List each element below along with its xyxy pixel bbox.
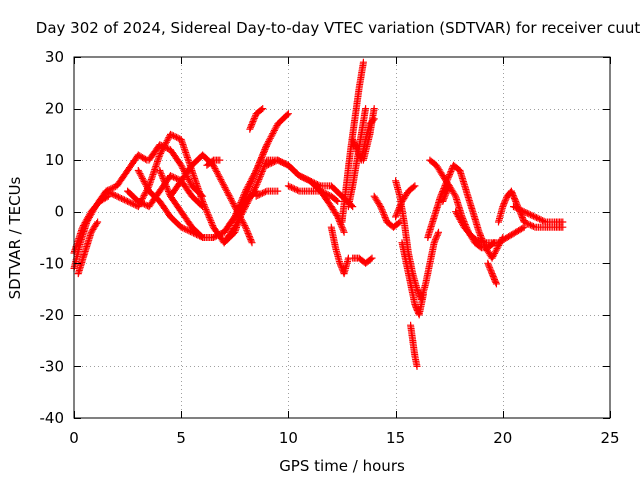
plot-frame xyxy=(73,56,611,419)
series-arc-13 xyxy=(252,187,282,200)
chart-title: Day 302 of 2024, Sidereal Day-to-day VTE… xyxy=(36,19,640,37)
series-arc-28 xyxy=(426,156,453,190)
x-axis-title: GPS time / hours xyxy=(279,457,405,475)
series-arc-32 xyxy=(495,187,567,231)
grid-lines xyxy=(74,57,610,418)
x-tick-label: 0 xyxy=(69,429,79,447)
y-axis-title: SDTVAR / TECUs xyxy=(6,176,24,299)
x-tick-label: 15 xyxy=(386,429,405,447)
series-arc-23 xyxy=(392,177,442,303)
series-arc-21 xyxy=(359,105,378,164)
series-arc-03 xyxy=(74,218,102,278)
series-arc-15 xyxy=(284,182,342,205)
series-arc-24 xyxy=(398,239,427,319)
x-tick-label: 20 xyxy=(493,429,512,447)
x-tick-label: 5 xyxy=(176,429,186,447)
y-tick-label: 0 xyxy=(54,203,64,221)
data-points xyxy=(70,58,567,370)
y-tick-labels: -40 -30 -20 -10 0 10 20 30 xyxy=(40,48,65,427)
series-arc-27 xyxy=(424,161,507,262)
x-tick-label: 10 xyxy=(279,429,298,447)
series-arc-08 xyxy=(156,141,271,241)
series-arc-16 xyxy=(327,223,352,278)
series-arc-33 xyxy=(510,203,567,226)
series-arc-22 xyxy=(370,192,404,231)
series-arc-17 xyxy=(338,58,367,226)
x-tick-labels: 0 5 10 15 20 25 xyxy=(69,429,619,447)
series-arc-02 xyxy=(70,192,112,257)
series-arc-31 xyxy=(484,259,500,288)
series-arc-12 xyxy=(246,105,267,133)
series-arc-25 xyxy=(407,321,421,370)
series-arc-20 xyxy=(349,254,376,267)
y-tick-label: -10 xyxy=(40,254,65,272)
series-arc-10 xyxy=(203,156,224,169)
x-tick-label: 25 xyxy=(600,429,619,447)
y-tick-label: 20 xyxy=(45,100,64,118)
series-arc-26 xyxy=(392,182,419,221)
y-tick-label: -40 xyxy=(40,409,65,427)
series-arc-09 xyxy=(167,151,256,247)
y-tick-label: 30 xyxy=(45,48,64,66)
axis-ticks xyxy=(74,57,611,419)
y-tick-label: -20 xyxy=(40,306,65,324)
series-arc-30 xyxy=(452,208,528,247)
y-tick-label: 10 xyxy=(45,151,64,169)
y-tick-label: -30 xyxy=(40,357,65,375)
